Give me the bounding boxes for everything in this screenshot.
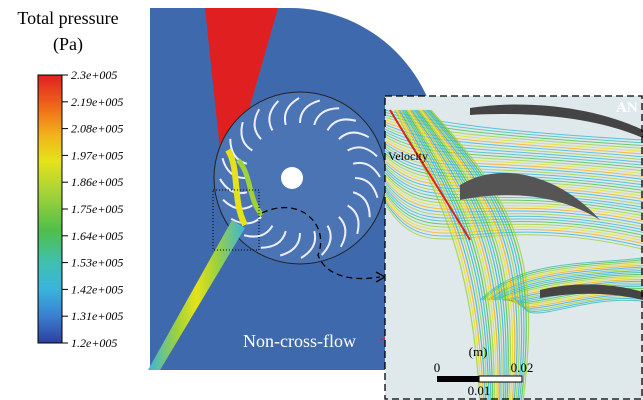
colorbar-labels: 2.3e+005 2.19e+005 2.08e+005 1.97e+005 1.86e… [62, 68, 123, 350]
colorbar-label: 1.64e+005 [71, 229, 123, 243]
logo: AN [616, 100, 638, 116]
colorbar-label: 1.75e+005 [71, 202, 123, 216]
scale-unit: (m) [469, 344, 488, 359]
legend-unit: (Pa) [53, 34, 83, 55]
figure-canvas: Total pressure (Pa) 2.3e+005 2.19e+005 2.0… [0, 0, 643, 400]
colorbar-label: 1.97e+005 [71, 148, 123, 162]
shaft [281, 167, 303, 189]
colorbar-label: 2.19e+005 [71, 95, 123, 109]
scale-middle: 0.01 [468, 383, 491, 398]
colorbar [38, 75, 62, 343]
colorbar-label: 1.86e+005 [71, 175, 123, 189]
main-label: Non-cross-flow [243, 331, 356, 351]
inset-label: Velocity [388, 149, 428, 163]
legend-title: Total pressure [17, 8, 118, 28]
scale-bar [479, 376, 522, 382]
colorbar-label: 1.2e+005 [71, 336, 117, 350]
scale-bar [437, 376, 479, 382]
colorbar-label: 1.31e+005 [71, 309, 123, 323]
colorbar-label: 2.3e+005 [71, 68, 117, 82]
figure: Total pressure (Pa) 2.3e+005 2.19e+005 2.0… [0, 0, 643, 400]
colorbar-label: 1.42e+005 [71, 282, 123, 296]
scale-left: 0 [434, 360, 441, 375]
scale-right: 0.02 [511, 360, 534, 375]
colorbar-label: 2.08e+005 [71, 122, 123, 136]
colorbar-label: 1.53e+005 [71, 256, 123, 270]
